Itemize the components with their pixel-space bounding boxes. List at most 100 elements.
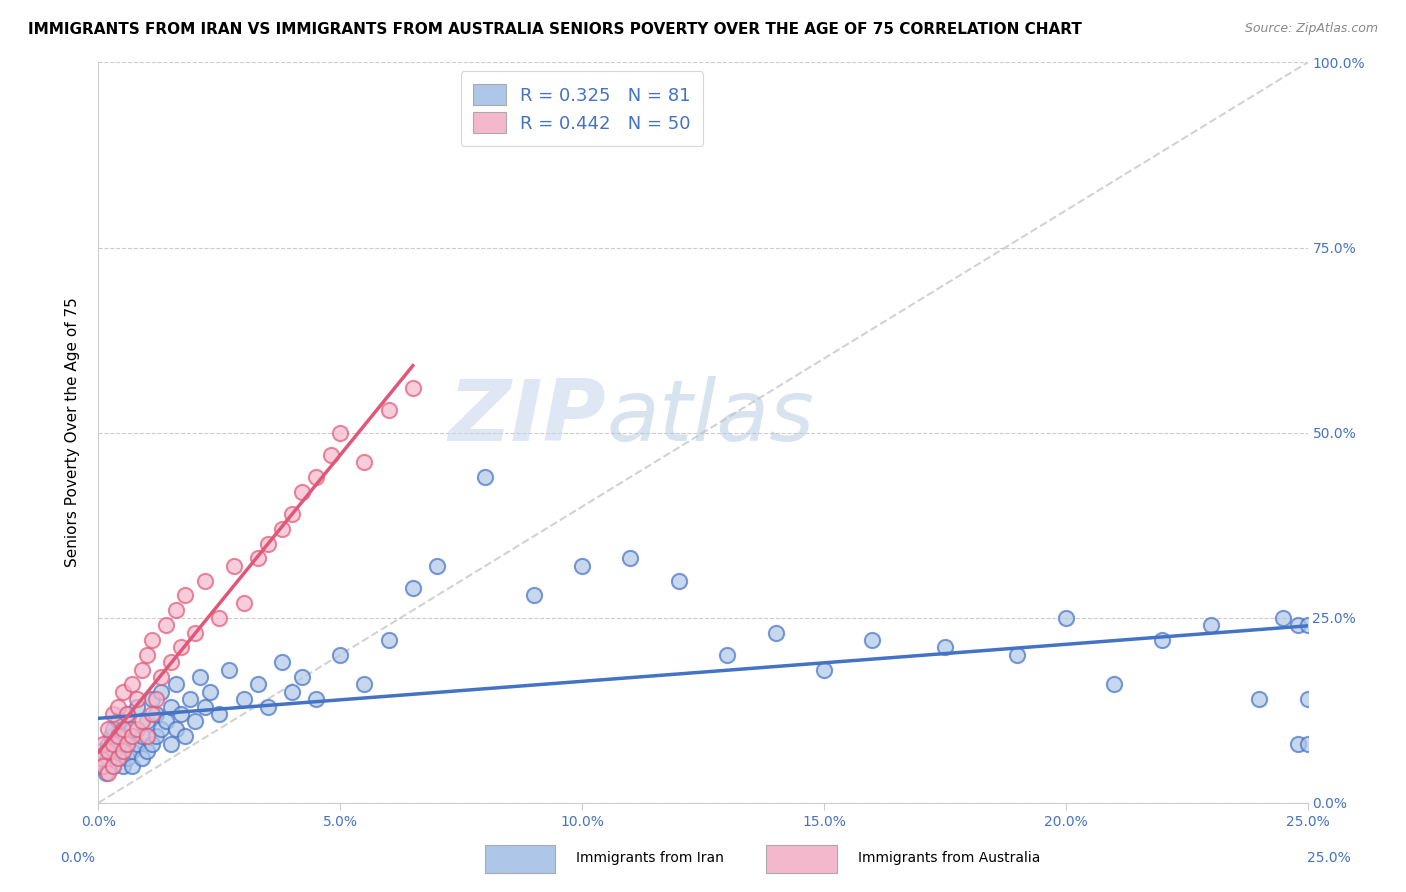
Point [131,663,153,677]
Point [111,758,134,772]
Point [101,758,124,772]
Point [1102,677,1125,691]
Point [101,706,124,721]
Point [100,729,122,743]
FancyBboxPatch shape [766,846,837,873]
Point [184,625,207,640]
Point [135,648,157,662]
Point [247,677,270,691]
Point [353,677,375,691]
Point [111,685,134,699]
Point [247,551,270,566]
Point [101,744,124,758]
Point [101,758,124,772]
Point [1286,737,1309,751]
Point [131,729,153,743]
Point [90,744,112,758]
Point [127,737,149,751]
Point [141,692,163,706]
Text: Source: ZipAtlas.com: Source: ZipAtlas.com [1244,22,1378,36]
Point [117,751,139,765]
Point [121,677,143,691]
Point [107,737,129,751]
Point [107,751,129,765]
Point [426,558,449,573]
FancyBboxPatch shape [485,846,555,873]
Point [127,722,149,736]
Point [184,714,207,729]
Point [155,714,177,729]
Point [305,692,328,706]
Point [150,685,173,699]
Point [160,699,183,714]
Point [135,744,157,758]
Point [813,663,835,677]
Point [198,685,221,699]
Point [131,751,153,765]
Point [97,751,120,765]
Point [377,403,399,417]
Point [91,758,114,772]
Point [208,610,231,624]
Point [90,751,112,765]
Point [194,699,217,714]
Point [1272,610,1295,624]
Point [145,729,167,743]
Point [174,589,197,603]
Point [271,522,294,536]
Point [474,470,496,484]
Point [127,692,149,706]
Y-axis label: Seniors Poverty Over the Age of 75: Seniors Poverty Over the Age of 75 [65,298,80,567]
Point [934,640,956,655]
Point [305,470,328,484]
Point [127,699,149,714]
Point [117,706,139,721]
Point [179,692,201,706]
Point [111,722,134,736]
Point [97,722,120,736]
Point [165,677,187,691]
Point [1249,692,1271,706]
Point [145,706,167,721]
Point [271,655,294,669]
Point [329,648,352,662]
Point [117,737,139,751]
Point [1199,618,1222,632]
Point [860,632,883,647]
Point [121,729,143,743]
Point [523,589,546,603]
Point [160,655,183,669]
Point [765,625,787,640]
Text: ZIP: ZIP [449,376,606,459]
Point [716,648,738,662]
Point [150,670,173,684]
Point [402,581,425,595]
Point [329,425,352,440]
Point [1296,692,1319,706]
Point [353,455,375,469]
Point [402,381,425,395]
Point [135,729,157,743]
Point [1296,737,1319,751]
Point [107,729,129,743]
Point [117,737,139,751]
Point [121,758,143,772]
Point [101,737,124,751]
Point [145,692,167,706]
Point [121,744,143,758]
Point [571,558,593,573]
Point [107,714,129,729]
Point [165,603,187,617]
Point [169,706,191,721]
Point [232,596,254,610]
Point [101,722,124,736]
Point [107,699,129,714]
Point [141,737,163,751]
Point [111,744,134,758]
Point [377,632,399,647]
Point [111,729,134,743]
Point [1286,618,1309,632]
Point [169,640,191,655]
Point [155,618,177,632]
Text: atlas: atlas [606,376,814,459]
